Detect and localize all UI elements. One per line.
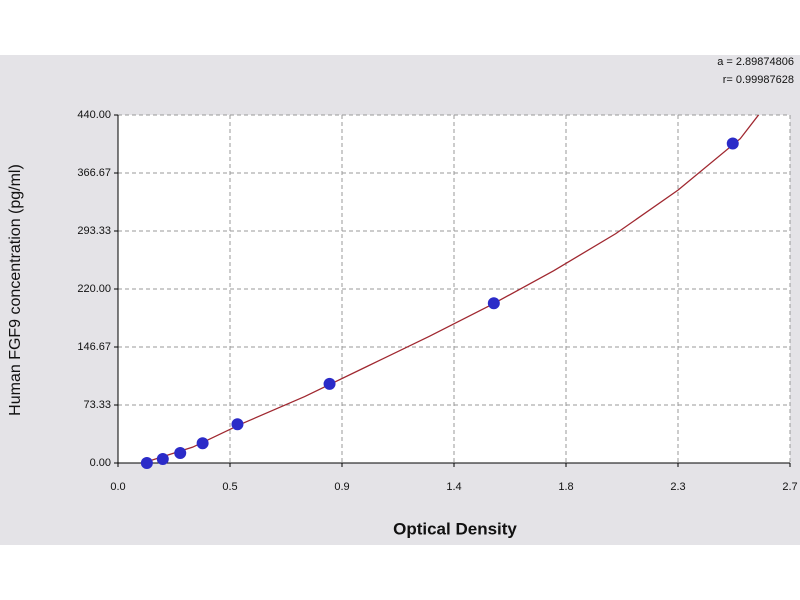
data-point bbox=[174, 447, 187, 460]
y-tick-label: 146.67 bbox=[77, 341, 111, 353]
annotation: a = 2.89874806 bbox=[717, 56, 794, 68]
y-tick-label: 440.00 bbox=[77, 109, 111, 121]
x-tick-label: 0.9 bbox=[334, 481, 349, 493]
data-point bbox=[140, 457, 153, 469]
data-point bbox=[156, 453, 169, 466]
x-tick-label: 1.4 bbox=[446, 481, 461, 493]
annotation: r= 0.99987628 bbox=[723, 74, 794, 86]
x-tick-label: 1.8 bbox=[558, 481, 573, 493]
y-axis-label: Human FGF9 concentration (pg/ml) bbox=[7, 164, 24, 416]
x-tick-label: 2.7 bbox=[782, 481, 797, 493]
y-tick-label: 293.33 bbox=[77, 225, 111, 237]
y-tick-label: 73.33 bbox=[83, 399, 111, 411]
x-tick-label: 2.3 bbox=[670, 481, 685, 493]
data-point bbox=[196, 437, 209, 450]
data-point bbox=[487, 297, 500, 310]
x-tick-label: 0.0 bbox=[110, 481, 125, 493]
data-point bbox=[726, 137, 739, 150]
data-point bbox=[231, 418, 244, 431]
y-tick-label: 366.67 bbox=[77, 167, 111, 179]
x-tick-label: 0.5 bbox=[222, 481, 237, 493]
x-axis-label: Optical Density bbox=[393, 519, 517, 538]
y-tick-label: 220.00 bbox=[77, 283, 111, 295]
data-point bbox=[323, 377, 336, 390]
y-tick-label: 0.00 bbox=[90, 457, 111, 469]
